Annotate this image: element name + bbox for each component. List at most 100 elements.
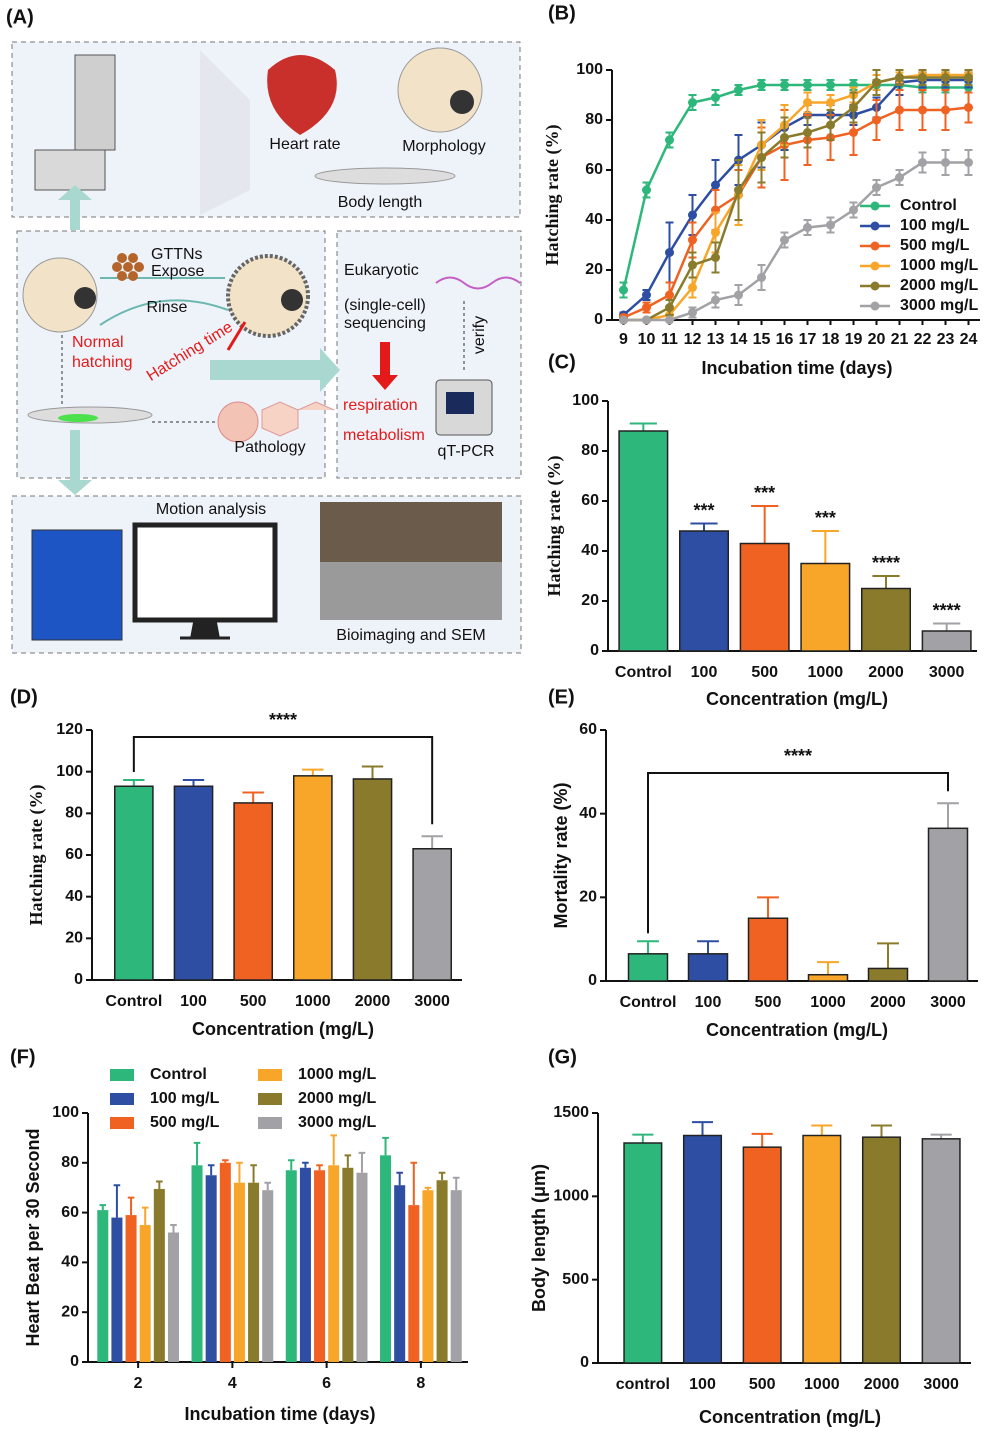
point [941, 158, 950, 167]
x-tick-label: 3000 [923, 1376, 959, 1393]
panel-label: (B) [548, 2, 576, 24]
error-bar [182, 779, 205, 787]
arrow [58, 185, 92, 230]
error-bar [637, 940, 659, 954]
y-tick-label: 100 [576, 61, 603, 78]
point [941, 105, 950, 115]
y-tick-label: 60 [61, 1204, 79, 1221]
text: Heart rate [269, 136, 340, 153]
x-tick-label: 100 [695, 994, 722, 1011]
x-tick-label: 17 [799, 331, 817, 348]
bar [380, 1155, 392, 1362]
point [642, 315, 651, 325]
x-axis-title: Concentration (mg/L) [192, 1019, 374, 1039]
x-tick-label: 22 [914, 331, 932, 348]
point [803, 128, 812, 137]
bar [292, 775, 333, 981]
bar [125, 1215, 137, 1362]
point [757, 273, 766, 282]
point [780, 133, 789, 142]
bar [682, 1134, 723, 1364]
bar [687, 953, 729, 982]
legend-label: 1000 mg/L [900, 257, 978, 274]
legend-swatch [110, 1117, 134, 1129]
point [619, 315, 628, 325]
panel-label: (C) [548, 351, 576, 373]
text: metabolism [343, 427, 425, 444]
error-bar [344, 1154, 352, 1168]
bar [921, 630, 972, 652]
x-axis-title: Concentration (mg/L) [706, 1020, 888, 1040]
point [964, 158, 973, 167]
bracket [132, 736, 434, 825]
point [918, 158, 927, 167]
series-line [622, 83, 969, 291]
text: (single-cell) [344, 297, 426, 314]
series-line [623, 76, 969, 322]
eye [281, 289, 303, 311]
error-bar [872, 575, 900, 589]
bar [153, 1188, 165, 1362]
point [688, 210, 697, 220]
error-bar [421, 835, 443, 849]
heart [267, 55, 337, 135]
error-bar [316, 1164, 323, 1171]
x-tick-label: Control [620, 994, 677, 1011]
bar [173, 785, 214, 981]
y-tick-label: 60 [581, 492, 599, 509]
bar [450, 1190, 462, 1362]
error-bar [751, 505, 779, 544]
point [642, 303, 651, 312]
arrow [226, 321, 247, 351]
images [320, 562, 502, 620]
x-tick-label: 11 [661, 331, 678, 348]
bar [356, 1172, 368, 1362]
y-tick-label: 80 [61, 1154, 79, 1171]
y-tick-label: 500 [562, 1271, 589, 1288]
y-tick-label: 20 [581, 592, 599, 609]
point [734, 85, 743, 95]
y-tick-label: 0 [74, 971, 83, 988]
y-tick-label: 1500 [553, 1104, 589, 1121]
bar [802, 1134, 842, 1364]
error-bar [156, 1180, 163, 1189]
legend-swatch [110, 1093, 134, 1105]
text: Normal [72, 334, 124, 351]
x-tick-label: 24 [960, 331, 978, 348]
text: respiration [343, 397, 418, 414]
y-tick-label: 100 [52, 1104, 79, 1121]
error-bar [127, 1196, 135, 1216]
y-tick-label: 0 [590, 642, 599, 659]
x-tick-label: 21 [891, 331, 909, 348]
arrow [58, 430, 92, 495]
x-axis-title: Incubation time (days) [184, 1404, 375, 1424]
point [665, 303, 674, 312]
point [918, 105, 927, 115]
error-bar [250, 1164, 257, 1183]
error-bar [193, 1141, 201, 1166]
point [964, 103, 973, 112]
y-tick-label: 40 [581, 542, 599, 559]
bar [219, 1162, 231, 1362]
x-tick-label: 20 [868, 331, 886, 348]
legend-label: 100 mg/L [900, 217, 970, 234]
x-tick-label: 100 [180, 993, 207, 1010]
point [895, 173, 904, 182]
bar [861, 1136, 902, 1364]
error-bar [236, 1161, 243, 1183]
point [688, 308, 697, 317]
point [711, 253, 720, 262]
legend-label: 3000 mg/L [298, 1114, 376, 1131]
error-bar [302, 1161, 309, 1168]
pcr-screen [446, 392, 474, 414]
bar [408, 1205, 420, 1362]
bar [191, 1165, 203, 1362]
legend-marker [870, 301, 880, 311]
significance: **** [269, 710, 297, 730]
particles [112, 253, 144, 281]
error-bar [113, 1184, 121, 1218]
point [849, 103, 858, 112]
x-tick-label: Control [615, 664, 672, 681]
point [780, 235, 789, 245]
error-bar [632, 1133, 654, 1143]
